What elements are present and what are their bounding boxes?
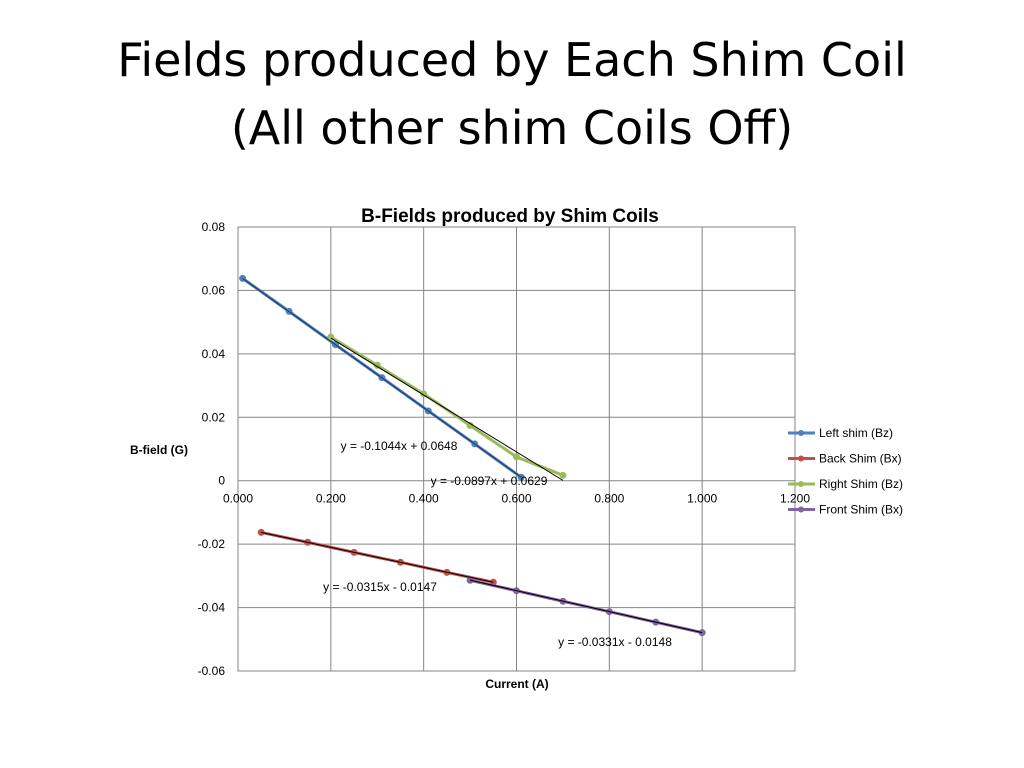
legend-marker xyxy=(798,455,804,462)
chart-grid xyxy=(237,226,796,672)
x-tick-label: 0.000 xyxy=(223,492,253,506)
slide-title: Fields produced by Each Shim Coil (All o… xyxy=(0,26,1024,162)
series-2 xyxy=(327,333,567,479)
x-tick-label: 1.000 xyxy=(687,492,717,506)
x-tick-label: 0.600 xyxy=(501,492,531,506)
trendline-1 xyxy=(330,337,564,481)
x-tick-label: 0.200 xyxy=(316,492,346,506)
trendline-equation: y = -0.0897x + 0.0629 xyxy=(431,474,548,488)
legend-item: Right Shim (Bz) xyxy=(788,477,903,491)
legend-item: Front Shim (Bx) xyxy=(788,503,903,517)
legend-label: Back Shim (Bx) xyxy=(819,452,902,466)
trendline-3 xyxy=(469,579,703,634)
legend-marker xyxy=(798,481,804,487)
tick-labels: 0.08 0.06 0.04 0.02 0 -0.02 -0.04 -0.06 0.000 0.2… xyxy=(198,220,811,678)
y-tick-label: 0.02 xyxy=(202,410,226,424)
legend-label: Left shim (Bz) xyxy=(819,426,893,440)
data-point xyxy=(513,453,520,461)
chart-legend: Left shim (Bz) Back Shim (Bx) Right Shim (… xyxy=(788,426,903,517)
y-axis-label: B-field (G) xyxy=(130,443,188,457)
data-point xyxy=(420,390,428,398)
x-tick-label: 0.800 xyxy=(594,492,624,506)
legend-item: Left shim (Bz) xyxy=(788,426,893,440)
x-tick-label: 0.400 xyxy=(409,492,439,506)
trendline-equation: y = -0.0315x - 0.0147 xyxy=(323,580,437,594)
y-tick-label: -0.06 xyxy=(198,664,226,678)
legend-label: Front Shim (Bx) xyxy=(819,503,903,517)
y-tick-label: -0.02 xyxy=(198,537,226,551)
trendline-equations: y = -0.1044x + 0.0648 y = -0.0897x + 0.06… xyxy=(323,439,672,649)
legend-marker xyxy=(798,506,804,513)
data-series xyxy=(239,274,706,637)
trendline-equation: y = -0.1044x + 0.0648 xyxy=(341,439,458,453)
legend-label: Right Shim (Bz) xyxy=(819,477,903,491)
y-tick-label: 0 xyxy=(218,474,225,488)
y-tick-label: -0.04 xyxy=(198,601,226,615)
legend-item: Back Shim (Bx) xyxy=(788,452,902,466)
x-tick-label: 1.200 xyxy=(780,492,810,506)
trendlines xyxy=(242,278,703,634)
legend-marker xyxy=(798,430,804,436)
trendline-equation: y = -0.0331x - 0.0148 xyxy=(558,635,672,649)
slide-title-line-1: Fields produced by Each Shim Coil xyxy=(117,33,907,87)
trendline-2 xyxy=(261,531,494,583)
slide-title-line-2: (All other shim Coils Off) xyxy=(230,101,794,155)
data-point xyxy=(559,471,567,479)
y-tick-label: 0.06 xyxy=(202,283,226,297)
y-tick-label: 0.04 xyxy=(202,347,226,361)
x-axis-label: Current (A) xyxy=(485,677,548,691)
chart-title: B-Fields produced by Shim Coils xyxy=(361,206,659,227)
y-tick-label: 0.08 xyxy=(202,220,226,234)
series-line xyxy=(330,335,564,477)
trendline-0 xyxy=(242,278,522,478)
